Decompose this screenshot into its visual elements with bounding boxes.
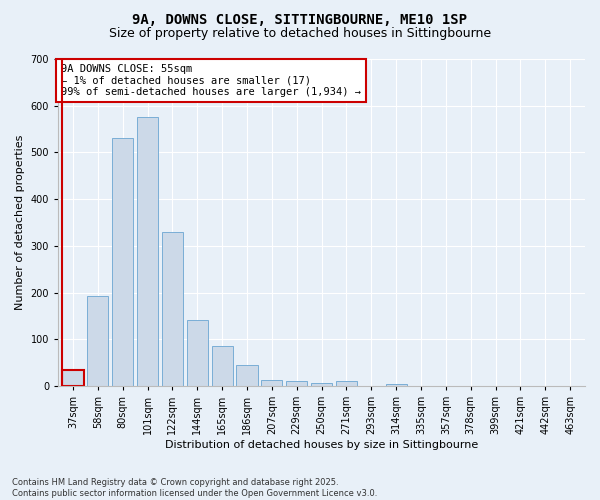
Bar	[311, 383, 332, 386]
Bar	[162, 232, 183, 386]
Text: Size of property relative to detached houses in Sittingbourne: Size of property relative to detached ho…	[109, 28, 491, 40]
Bar	[386, 384, 407, 386]
Text: Contains HM Land Registry data © Crown copyright and database right 2025.
Contai: Contains HM Land Registry data © Crown c…	[12, 478, 377, 498]
Bar	[236, 364, 257, 386]
Bar	[112, 138, 133, 386]
X-axis label: Distribution of detached houses by size in Sittingbourne: Distribution of detached houses by size …	[165, 440, 478, 450]
Text: 9A DOWNS CLOSE: 55sqm
← 1% of detached houses are smaller (17)
99% of semi-detac: 9A DOWNS CLOSE: 55sqm ← 1% of detached h…	[61, 64, 361, 97]
Bar	[87, 296, 109, 386]
Bar	[62, 370, 83, 386]
Bar	[212, 346, 233, 386]
Text: 9A, DOWNS CLOSE, SITTINGBOURNE, ME10 1SP: 9A, DOWNS CLOSE, SITTINGBOURNE, ME10 1SP	[133, 12, 467, 26]
Bar	[137, 118, 158, 386]
Bar	[261, 380, 283, 386]
Bar	[286, 381, 307, 386]
Y-axis label: Number of detached properties: Number of detached properties	[15, 135, 25, 310]
Bar	[336, 381, 357, 386]
Bar	[187, 320, 208, 386]
